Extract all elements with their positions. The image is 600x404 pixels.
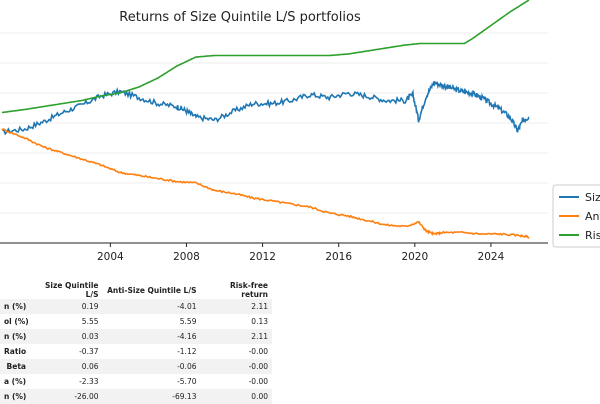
x-tick-label: 2016 [325, 251, 352, 263]
table-header-row: Size Quintile L/S Anti-Size Quintile L/S… [0, 281, 272, 299]
table-row: n (%) 0.19 -4.01 2.11 [0, 299, 272, 314]
table-cell: 0.06 [81, 362, 99, 371]
table-row: n (%) -26.00 -69.13 0.00 [0, 389, 272, 404]
x-tick-label: 2008 [173, 251, 200, 263]
row-label: n (%) [4, 332, 27, 341]
table-cell: -0.00 [248, 362, 268, 371]
column-header: Size Quintile L/S [45, 281, 99, 299]
table-row: Beta 0.06 -0.06 -0.00 [0, 359, 272, 374]
legend-label: Risk-free return [585, 229, 600, 242]
table-row: ol (%) 5.55 5.59 0.13 [0, 314, 272, 329]
column-header: Anti-Size Quintile L/S [107, 285, 197, 295]
table-cell: 2.11 [251, 332, 268, 341]
table-cell: -4.01 [177, 302, 197, 311]
table-cell: -5.70 [177, 377, 197, 386]
table-row: a (%) -2.33 -5.70 -0.00 [0, 374, 272, 389]
table-cell: 5.59 [179, 317, 197, 326]
table-cell: -69.13 [172, 392, 197, 401]
table-row: Ratio -0.37 -1.12 -0.00 [0, 344, 272, 359]
row-label: n (%) [4, 302, 27, 311]
series-layer [1, 0, 530, 239]
table-cell: 0.13 [251, 317, 268, 326]
table-cell: 2.11 [251, 302, 268, 311]
table-cell: 5.55 [81, 317, 99, 326]
grid [0, 32, 548, 214]
row-label: n (%) [4, 392, 27, 401]
table-row: n (%) 0.03 -4.16 2.11 [0, 329, 272, 344]
table-cell: 0.03 [81, 332, 99, 341]
table-cell: -0.37 [79, 347, 99, 356]
chart-title: Returns of Size Quintile L/S portfolios [119, 10, 361, 25]
legend: Size Quintile L/S Anti-Size Quintile L/S R… [552, 184, 600, 248]
row-label: a (%) [4, 377, 27, 386]
x-tick-label: 2012 [249, 251, 276, 263]
table-cell: -26.00 [74, 392, 99, 401]
row-label: Ratio [4, 347, 27, 356]
column-header: Risk-free return [229, 281, 268, 299]
x-axis: 2004 2008 2012 2016 2020 2024 [0, 242, 548, 263]
table-cell: -0.00 [248, 347, 268, 356]
legend-label: Anti-Size Quintile L/S [585, 210, 600, 223]
series-line [1, 80, 530, 136]
row-label: Beta [6, 362, 26, 371]
table-cell: -4.16 [177, 332, 197, 341]
table-cell: -0.00 [248, 377, 268, 386]
series-line [1, 0, 530, 114]
table-cell: 0.19 [81, 302, 99, 311]
row-label: ol (%) [4, 317, 29, 326]
x-tick-label: 2024 [478, 251, 505, 263]
legend-label: Size Quintile L/S [585, 191, 600, 204]
x-tick-label: 2004 [97, 251, 124, 263]
x-tick-label: 2020 [401, 251, 428, 263]
series-line [1, 128, 530, 239]
table-cell: -0.06 [177, 362, 197, 371]
statistics-table: Size Quintile L/S Anti-Size Quintile L/S… [0, 281, 272, 404]
table-cell: -2.33 [79, 377, 99, 386]
table-cell: -1.12 [177, 347, 197, 356]
table-cell: 0.00 [251, 392, 268, 401]
table-corner-cell [0, 281, 30, 299]
